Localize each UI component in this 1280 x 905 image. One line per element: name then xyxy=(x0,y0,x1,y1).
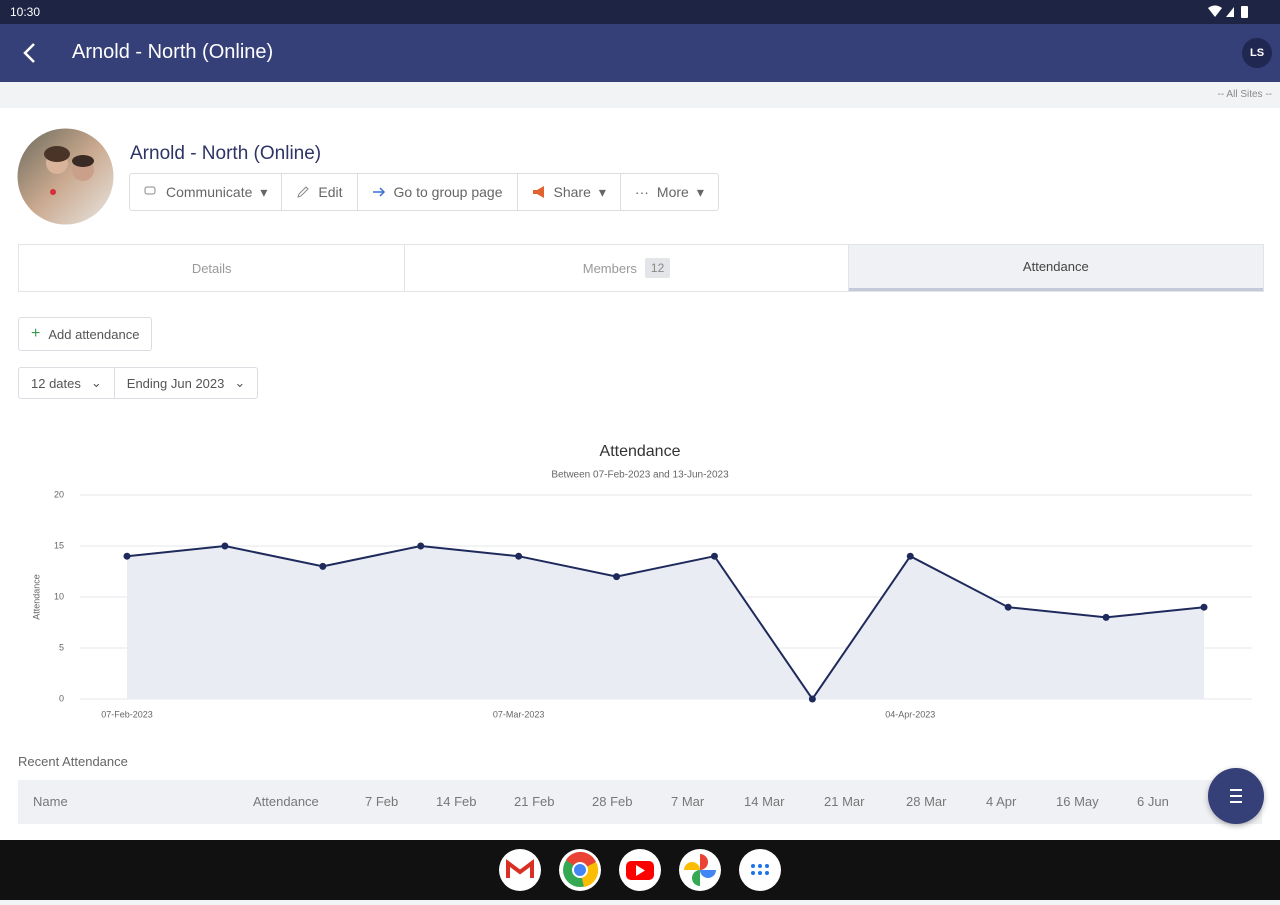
point xyxy=(319,562,327,570)
point xyxy=(221,542,229,550)
apps-icon[interactable] xyxy=(739,849,781,891)
point xyxy=(515,552,523,560)
caret: ⌄ xyxy=(234,375,246,390)
app-title: Arnold - North (Online) xyxy=(72,41,274,63)
group-page-button[interactable]: Go to group page xyxy=(358,174,518,210)
column-header: 21 Feb xyxy=(514,794,555,809)
x-tick-label: 07-Feb-2023 xyxy=(101,709,153,719)
user-avatar[interactable]: LS xyxy=(1242,38,1272,68)
tab[interactable]: Members 12 xyxy=(405,245,849,291)
y-tick-label: 15 xyxy=(54,540,64,550)
point xyxy=(808,695,816,703)
dock-apps xyxy=(499,849,781,891)
ending-filter[interactable]: Ending Jun 2023 ⌄ xyxy=(115,368,258,398)
point xyxy=(710,552,718,560)
filter-label: Ending Jun 2023 xyxy=(126,375,225,391)
button-label: Edit xyxy=(318,184,343,200)
point xyxy=(123,552,131,560)
column-header: 16 May xyxy=(1056,794,1099,809)
pencil-icon xyxy=(297,186,310,198)
column-header: 7 Feb xyxy=(365,794,399,809)
member-count: 12 xyxy=(644,258,671,278)
y-axis-label: Attendance xyxy=(31,574,41,620)
tab-bar: Details Members 12 Attendance xyxy=(18,244,1264,292)
site-selector[interactable]: -- All Sites -- xyxy=(1217,89,1272,100)
dots-icon: ··· xyxy=(634,184,649,200)
y-tick-label: 10 xyxy=(54,591,64,601)
point xyxy=(417,542,425,550)
status-bar: 10:30 xyxy=(0,0,1280,24)
tab[interactable]: Details xyxy=(19,245,406,291)
add-attendance-button[interactable]: + Add attendance xyxy=(18,317,153,351)
area xyxy=(127,546,1204,699)
status-icons xyxy=(1208,5,1248,18)
caret: ⌄ xyxy=(90,375,102,390)
x-tick-label: 07-Mar-2023 xyxy=(493,709,545,719)
tab-label: Attendance xyxy=(1022,259,1089,274)
edit-button[interactable]: Edit xyxy=(282,174,358,210)
point xyxy=(613,573,621,581)
tab-label: Details xyxy=(191,260,232,276)
content-card xyxy=(0,108,1280,840)
button-label: Share xyxy=(553,184,591,200)
column-header: 28 Mar xyxy=(906,794,947,809)
point xyxy=(1200,603,1208,611)
button-label: Go to group page xyxy=(393,184,503,200)
y-tick-label: 5 xyxy=(59,642,64,652)
filter-label: 12 dates xyxy=(31,375,81,391)
youtube-icon[interactable] xyxy=(619,849,661,891)
app-bar: Arnold - North (Online) LS xyxy=(0,24,1280,82)
menu-icon xyxy=(1230,789,1242,803)
communicate-button[interactable]: Communicate ▾ xyxy=(130,174,283,210)
button-label: Add attendance xyxy=(48,326,140,342)
column-header: 6 Jun xyxy=(1137,794,1169,809)
group-name: Arnold - North (Online) xyxy=(130,143,322,164)
dates-filter[interactable]: 12 dates ⌄ xyxy=(19,368,115,398)
photos-icon[interactable] xyxy=(679,849,721,891)
group-toolbar: Communicate ▾ Edit Go to group page Share… xyxy=(129,173,719,211)
column-header: 28 Feb xyxy=(592,794,633,809)
tab-active[interactable]: Attendance xyxy=(848,245,1263,291)
gmail-icon[interactable] xyxy=(499,849,541,891)
more-button[interactable]: ··· More ▾ xyxy=(621,174,718,210)
dock xyxy=(0,840,1280,900)
group-photo xyxy=(17,128,114,225)
tab-label: Members xyxy=(582,260,637,276)
button-label: More xyxy=(656,184,689,200)
menu-fab[interactable] xyxy=(1208,768,1264,824)
column-header: 14 Feb xyxy=(436,794,477,809)
share-button[interactable]: Share ▾ xyxy=(518,174,621,210)
table-header: Name Attendance 7 Feb 14 Feb 21 Feb 28 Feb 7 M… xyxy=(18,780,1262,824)
caret: ▾ xyxy=(260,183,268,200)
column-header: Attendance xyxy=(253,794,319,809)
section-title: Recent Attendance xyxy=(18,754,128,769)
chat-icon xyxy=(144,186,156,195)
clock: 10:30 xyxy=(10,5,41,19)
chrome-icon[interactable] xyxy=(559,849,601,891)
column-header: 7 Mar xyxy=(671,794,705,809)
attendance-chart: Attendance Between 07-Feb-2023 and 13-Ju… xyxy=(31,443,1252,719)
caret: ▾ xyxy=(598,183,606,200)
arrow-icon xyxy=(372,187,385,197)
point xyxy=(1004,603,1012,611)
line xyxy=(126,544,1205,701)
megaphone-icon xyxy=(532,186,544,198)
point xyxy=(906,552,914,560)
x-tick-label: 04-Apr-2023 xyxy=(885,709,935,719)
column-header: 4 Apr xyxy=(986,794,1017,809)
caret: ▾ xyxy=(696,183,704,200)
column-header: 21 Mar xyxy=(824,794,865,809)
column-header: Name xyxy=(33,794,68,809)
chart-subtitle: Between 07-Feb-2023 and 13-Jun-2023 xyxy=(551,470,729,481)
filter-group: 12 dates ⌄ Ending Jun 2023 ⌄ xyxy=(18,367,259,399)
button-label: Communicate xyxy=(166,184,253,200)
column-header: 14 Mar xyxy=(744,794,785,809)
y-tick-label: 0 xyxy=(59,693,64,703)
y-tick-label: 20 xyxy=(54,489,64,499)
plus-icon: + xyxy=(31,325,41,342)
chart-title: Attendance xyxy=(600,443,681,460)
point xyxy=(1102,613,1110,621)
back-button[interactable] xyxy=(18,41,42,65)
